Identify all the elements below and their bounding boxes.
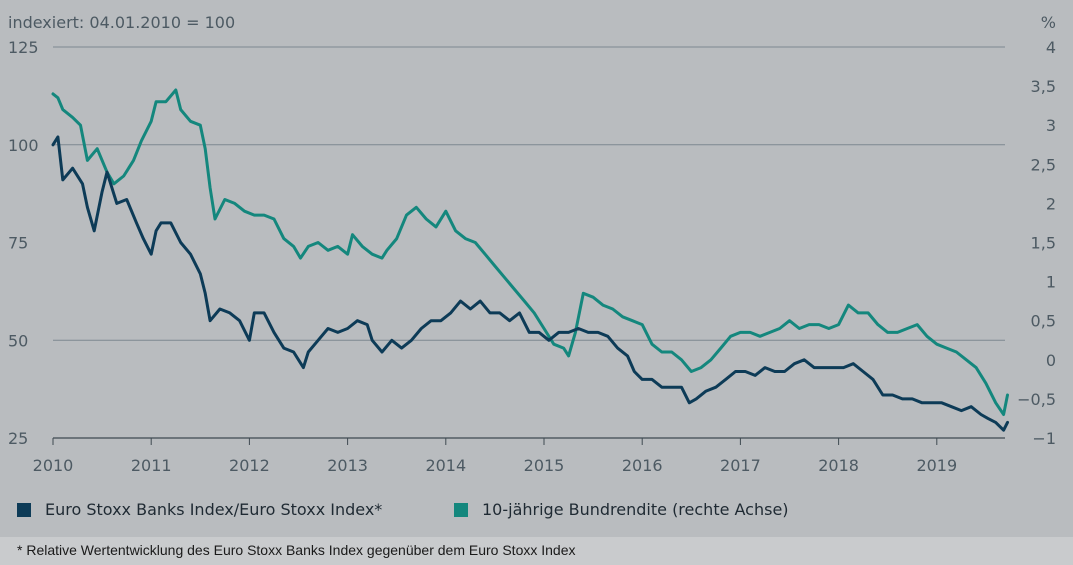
y-left-tick-label: 125 <box>8 38 39 57</box>
y-right-tick-label: 1,5 <box>1031 234 1056 253</box>
legend-swatch-banks <box>17 502 31 517</box>
x-tick-label: 2016 <box>622 456 663 475</box>
y-right-tick-label: 2,5 <box>1031 155 1056 174</box>
legend-label-banks: Euro Stoxx Banks Index/Euro Stoxx Index* <box>45 500 383 519</box>
y-right-tick-label: 3 <box>1046 116 1056 135</box>
left-axis-header: indexiert: 04.01.2010 = 100 <box>8 13 235 32</box>
series-line-banks <box>51 135 1009 432</box>
chart-legend: Euro Stoxx Banks Index/Euro Stoxx Index*… <box>0 500 1073 530</box>
y-left-tick-label: 100 <box>8 136 39 155</box>
chart-panel: 125 100 75 50 25 4 3,5 3 2,5 2 1,5 1 0,5 0 −0,5 −1 201… <box>0 0 1073 537</box>
legend-item-bund: 10-jährige Bundrendite (rechte Achse) <box>454 500 789 519</box>
x-tick-label: 2013 <box>327 456 368 475</box>
y-right-tick-label: 0 <box>1046 351 1056 370</box>
y-left-tick-label: 75 <box>8 234 28 253</box>
right-axis-header: % <box>1041 13 1056 32</box>
y-right-tick-label: 2 <box>1046 194 1056 213</box>
legend-label-bund: 10-jährige Bundrendite (rechte Achse) <box>482 500 789 519</box>
footnote: * Relative Wertentwicklung des Euro Stox… <box>17 542 576 558</box>
series-line-bund <box>51 88 1009 416</box>
x-tick-label: 2018 <box>818 456 859 475</box>
y-right-tick-label: 1 <box>1046 273 1056 292</box>
x-tick-label: 2019 <box>916 456 957 475</box>
y-left-tick-label: 25 <box>8 429 28 448</box>
y-right-tick-label: 3,5 <box>1031 77 1056 96</box>
legend-item-banks: Euro Stoxx Banks Index/Euro Stoxx Index* <box>17 500 382 519</box>
x-tick-label: 2017 <box>720 456 761 475</box>
x-tick-label: 2014 <box>425 456 466 475</box>
y-right-tick-label: 4 <box>1046 38 1056 57</box>
y-right-tick-label: 0,5 <box>1031 312 1056 331</box>
y-left-tick-label: 50 <box>8 331 28 350</box>
y-right-tick-label: −0,5 <box>1017 390 1056 409</box>
x-tick-label: 2015 <box>524 456 565 475</box>
y-right-tick-label: −1 <box>1032 429 1056 448</box>
legend-swatch-bund <box>454 502 468 517</box>
x-tick-label: 2012 <box>229 456 270 475</box>
x-tick-label: 2010 <box>33 456 74 475</box>
x-tick-label: 2011 <box>131 456 172 475</box>
line-chart: 125 100 75 50 25 4 3,5 3 2,5 2 1,5 1 0,5 0 −0,5 −1 201… <box>8 13 1056 475</box>
